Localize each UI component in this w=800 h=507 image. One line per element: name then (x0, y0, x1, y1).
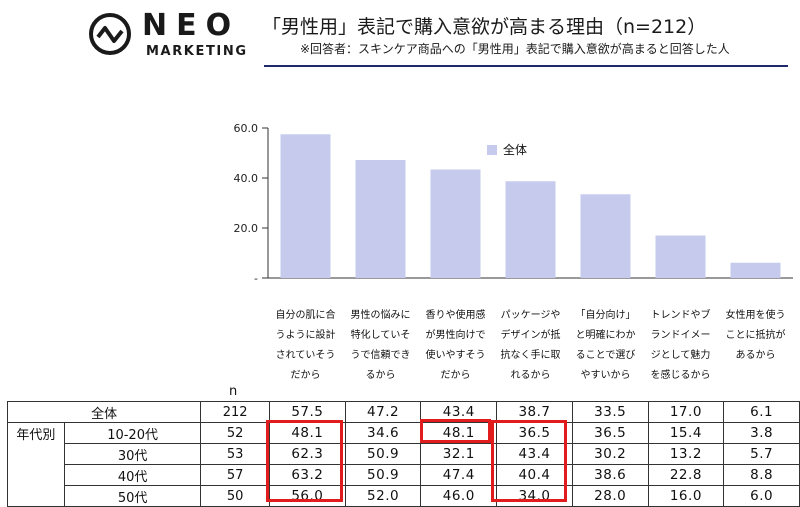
table-row: 30代 53 62.3 50.9 32.1 43.4 30.2 13.2 5.7 (7, 443, 800, 465)
bar (730, 262, 781, 278)
table-cell: 15.4 (647, 422, 725, 444)
table-cell: 50.9 (344, 464, 422, 486)
row-n: 53 (200, 443, 271, 465)
row-n: 50 (200, 485, 271, 507)
category-label: トレンドやブ ランドイメー ジとして魅力 を感じるから (650, 310, 711, 381)
data-table: 全体 212 57.5 47.2 43.4 38.7 33.5 17.0 6.1 年代別 10-20… (6, 401, 800, 507)
table-cell: 57.5 (269, 401, 346, 423)
table-cell: 28.0 (571, 485, 649, 507)
table-row: 年代別 10-20代 52 48.1 34.6 48.1 36.5 36.5 15.4 3.8 (7, 422, 800, 444)
highlight-box (491, 420, 567, 502)
bar (505, 181, 556, 278)
table-cell: 52.0 (344, 485, 422, 507)
group-cell (7, 485, 65, 507)
table-cell: 22.8 (647, 464, 725, 486)
table-cell: 33.5 (571, 401, 649, 423)
highlight-box (266, 420, 343, 502)
table-cell: 6.1 (723, 401, 800, 423)
table-cell: 8.8 (723, 464, 800, 486)
table-cell: 13.2 (647, 443, 725, 465)
y-tick-label: 60.0 (234, 122, 259, 135)
group-label: 年代別 (7, 422, 65, 444)
row-n: 52 (200, 422, 271, 444)
table-cell: 34.6 (344, 422, 422, 444)
category-label: 女性用を使う ことに抵抗が あるから (725, 310, 786, 361)
row-label: 全体 (6, 401, 202, 423)
category-label: パッケージや デザインが抵 抗なく手に取 れるから (500, 310, 561, 381)
table-row: 40代 57 63.2 50.9 47.4 40.4 38.6 22.8 8.8 (7, 464, 800, 486)
title-underline (264, 65, 788, 67)
table-cell: 6.0 (723, 485, 800, 507)
table-cell: 3.8 (723, 422, 800, 444)
table-cell: 38.7 (496, 401, 573, 423)
category-label: 自分の肌に合 うように設計 されていそう だから (275, 310, 336, 381)
y-tick-label: - (254, 272, 258, 285)
group-cell (7, 464, 65, 486)
table-cell: 32.1 (420, 443, 498, 465)
legend-label: 全体 (503, 143, 528, 157)
table-cell: 47.4 (420, 464, 498, 486)
y-tick-label: 40.0 (234, 172, 259, 185)
category-label: 「自分向け」 と明確にわか ることで選び やすいから (575, 310, 636, 381)
bar (280, 134, 331, 278)
bar (580, 194, 631, 278)
chart-subtitle: ※回答者：スキンケア商品への「男性用」表記で購入意欲が高まると回答した人 (300, 42, 730, 56)
n-header: n (229, 384, 238, 399)
chart-title: 「男性用」表記で購入意欲が高まる理由（n=212） (262, 16, 707, 38)
row-n: 57 (200, 464, 271, 486)
table-cell: 46.0 (420, 485, 498, 507)
table-row: 50代 50 56.0 52.0 46.0 34.0 28.0 16.0 6.0 (7, 485, 800, 507)
table-cell: 62.3 (269, 443, 346, 465)
logo-circle-icon (89, 13, 131, 55)
table-cell: 17.0 (647, 401, 725, 423)
row-label: 50代 (63, 485, 202, 507)
table-cell: 47.2 (344, 401, 422, 423)
bar (355, 160, 406, 278)
logo-word: NEO (142, 8, 241, 43)
table-cell: 5.7 (723, 443, 800, 465)
table-cell: 50.9 (344, 443, 422, 465)
highlight-box (420, 419, 491, 443)
category-label: 香りや使用感 が男性向けで 使いやすそう だから (425, 310, 486, 381)
logo-sub: MARKETING (146, 44, 248, 59)
bar (655, 235, 706, 278)
table-cell: 30.2 (571, 443, 649, 465)
table-cell: 16.0 (647, 485, 725, 507)
table-cell: 36.5 (571, 422, 649, 444)
row-label: 40代 (63, 464, 202, 486)
table-cell: 38.6 (571, 464, 649, 486)
y-tick-label: 20.0 (234, 222, 259, 235)
legend: 全体 (487, 141, 527, 158)
table-row: 全体 212 57.5 47.2 43.4 38.7 33.5 17.0 6.1 (6, 401, 800, 423)
row-n: 212 (200, 401, 271, 423)
legend-swatch (487, 144, 497, 155)
category-label: 男性の悩みに 特化していそ うで信頼でき るから (350, 310, 411, 381)
row-label: 30代 (63, 443, 202, 465)
bar (430, 169, 481, 278)
row-label: 10-20代 (63, 422, 202, 444)
group-cell (7, 443, 65, 465)
